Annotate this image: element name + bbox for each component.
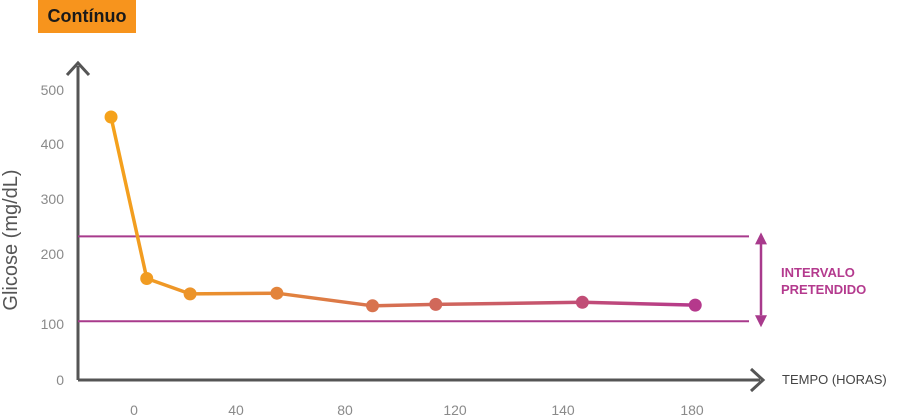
y-tick-label: 300 (41, 191, 65, 207)
title-badge: Contínuo (38, 0, 136, 33)
y-axis-arrow (65, 60, 91, 77)
x-tick-label: 180 (680, 402, 704, 417)
data-point (575, 295, 589, 309)
y-tick-label: 0 (56, 372, 64, 388)
x-tick-label: 80 (337, 402, 353, 417)
y-tick-label: 400 (41, 136, 65, 152)
target-range-arrow (755, 232, 767, 328)
data-point (270, 286, 284, 300)
target-range-label-line1: INTERVALO (781, 265, 855, 280)
x-tick-label: 40 (228, 402, 244, 417)
x-tick-label: 140 (551, 402, 575, 417)
glucose-series-line (109, 116, 696, 308)
y-tick-label: 200 (41, 246, 65, 262)
x-tick-label: 0 (130, 402, 138, 417)
x-tick-label: 120 (443, 402, 467, 417)
data-point (183, 287, 197, 301)
target-range-label-line2: PRETENDIDO (781, 282, 866, 297)
y-tick-label: 500 (41, 82, 65, 98)
data-point (140, 272, 154, 285)
x-axis-arrow (749, 367, 766, 393)
y-axis-title: Glicose (mg/dL) (0, 169, 22, 310)
y-tick-label: 100 (41, 316, 65, 332)
x-axis-title: TEMPO (HORAS) (782, 372, 887, 387)
data-point (429, 297, 443, 311)
glucose-series-points (104, 110, 702, 313)
data-point (104, 110, 118, 124)
data-point (366, 299, 379, 313)
data-point (688, 298, 702, 312)
